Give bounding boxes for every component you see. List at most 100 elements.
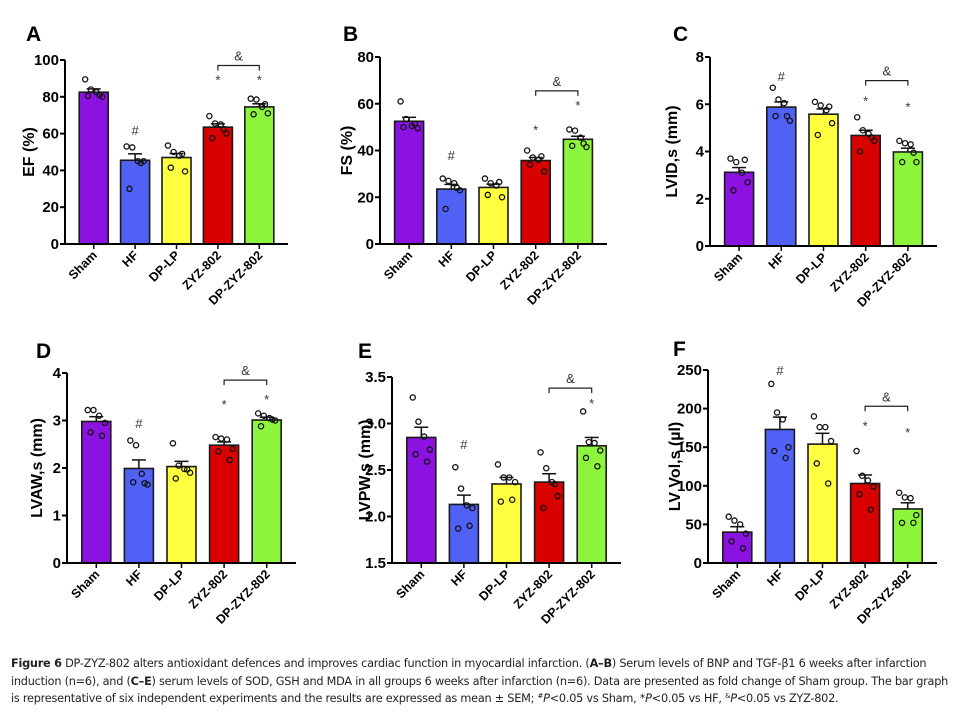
data-point (580, 140, 587, 147)
x-tick-label: ZYZ-802 (186, 567, 230, 611)
caption-p-2: P (645, 692, 652, 706)
panel-f: F LV Vol,s (µl) 0 50 100 150 200 250 Sham HF DP-LP… (667, 338, 937, 627)
comparison-bracket (223, 379, 268, 386)
y-tick-label: 0 (696, 238, 704, 255)
significance-hash: # (135, 416, 143, 431)
data-point (254, 410, 262, 417)
y-tick-label: 40 (357, 143, 374, 160)
y-tick-label: 0 (51, 236, 59, 253)
x-tick-label: DP-LP (151, 567, 187, 603)
significance-star: * (264, 392, 269, 407)
y-axis-label: EF (%) (21, 127, 38, 177)
caption-sup-amp: & (725, 692, 731, 701)
x-tick-label: DP-LP (792, 567, 828, 603)
bar-sham (721, 531, 753, 564)
data-point (739, 545, 747, 552)
data-point (183, 466, 191, 473)
data-point (445, 177, 452, 185)
bar-hf (448, 503, 480, 564)
x-tick-label: DP-LP (476, 567, 512, 603)
y-tick-label: 100 (34, 52, 59, 69)
data-point (571, 127, 579, 134)
data-point (511, 478, 519, 486)
comparison-bracket (535, 90, 579, 96)
data-point (744, 178, 751, 186)
data-point (81, 76, 89, 83)
significance-star: * (575, 98, 580, 113)
data-point (736, 521, 744, 528)
data-point (775, 96, 782, 103)
data-point (497, 498, 505, 505)
panel-letter: F (673, 338, 686, 361)
caption-text-5: <0.05 vs HF, (651, 692, 726, 706)
data-point (733, 158, 740, 166)
y-axis-label: LVAW,s (mm) (29, 418, 46, 518)
bar-dp-zyz-802 (244, 106, 275, 245)
bar-sham (405, 436, 437, 564)
caption-text-1: DP-ZYZ-802 alters antioxidant defences a… (61, 657, 590, 670)
significance-star: * (905, 100, 910, 115)
y-tick-label: 80 (42, 89, 59, 106)
data-point (529, 154, 537, 161)
data-point (783, 112, 791, 120)
y-axis-label: FS (%) (339, 126, 356, 176)
data-point (172, 475, 180, 482)
data-point (856, 491, 863, 498)
caption-text-2: ) Serum levels of BNP and TGF-β1 6 weeks… (11, 657, 927, 688)
bar-dp-lp (166, 465, 197, 564)
data-point (864, 477, 872, 484)
data-point (101, 419, 109, 427)
data-point (895, 489, 903, 496)
data-point (901, 494, 909, 501)
bar-sham (78, 91, 109, 245)
data-point (585, 438, 593, 446)
significance-ampersand: & (241, 363, 250, 378)
bar-dp-lp (161, 156, 192, 245)
data-point (215, 448, 222, 455)
x-tick-label: Sham (711, 250, 745, 284)
y-tick-label: 20 (357, 189, 374, 206)
data-point (913, 158, 920, 166)
y-tick-label: 60 (357, 96, 374, 113)
y-tick-label: 40 (42, 162, 59, 179)
data-point (128, 144, 136, 151)
x-tick-label: DP-LP (463, 248, 499, 284)
data-point (770, 447, 778, 455)
data-point (212, 433, 219, 441)
data-point (181, 168, 189, 175)
data-point (226, 456, 234, 464)
data-point (579, 408, 587, 415)
data-point (577, 134, 585, 141)
data-point (223, 436, 231, 443)
y-tick-label: 200 (677, 401, 702, 418)
x-tick-label: HF (120, 248, 142, 270)
data-point (785, 443, 792, 451)
data-point (454, 525, 462, 532)
y-tick-label: 6 (696, 96, 704, 113)
significance-hash: # (448, 148, 456, 163)
y-tick-label: 250 (677, 362, 702, 379)
y-tick-label: 2 (696, 191, 704, 208)
data-point (540, 504, 547, 512)
caption-p-3: P (730, 692, 737, 706)
y-tick-label: 20 (42, 199, 59, 216)
data-point (229, 445, 236, 453)
data-point (859, 472, 866, 480)
data-point (725, 513, 733, 520)
caption-sup-hash: # (537, 692, 544, 701)
x-tick-label: HF (436, 248, 458, 270)
data-point (907, 494, 914, 502)
data-point (825, 103, 833, 110)
panel-letter: B (343, 23, 358, 46)
data-point (250, 111, 257, 118)
data-point (566, 126, 573, 133)
data-point (400, 123, 407, 131)
bar-zyz-802 (849, 482, 881, 564)
data-point (178, 150, 186, 158)
data-point (896, 137, 903, 145)
significance-hash: # (131, 123, 139, 138)
data-point (727, 155, 734, 162)
